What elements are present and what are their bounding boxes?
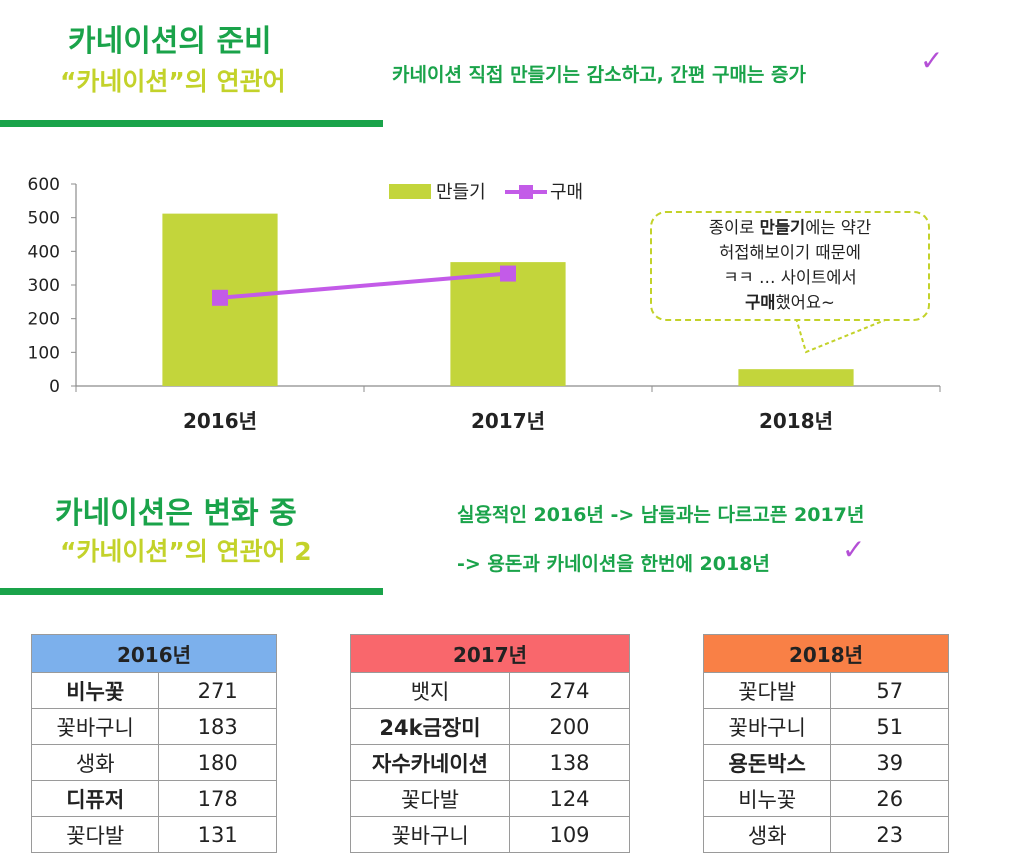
table-row: 꽃바구니 109	[349, 816, 630, 853]
legend-swatch-bar	[389, 184, 431, 199]
word-cell: 생화	[702, 816, 832, 853]
word-cell: 용돈박스	[702, 744, 832, 781]
table-header: 2016년	[31, 634, 277, 673]
count-cell: 131	[158, 816, 277, 853]
table-2017: 2017년 뱃지 274 24k금장미 200 자수카네이션 138 꽃다발 124 꽃…	[349, 634, 630, 853]
table-2016: 2016년 비누꽃 271 꽃바구니 183 생화 180 디퓨저 178 꽃다발 131	[30, 634, 277, 853]
table-row: 꽃다발 57	[702, 672, 949, 709]
word-cell: 24k금장미	[349, 708, 511, 745]
y-tick-label: 500	[28, 209, 60, 229]
word-cell: 꽃다발	[30, 816, 160, 853]
y-tick-label: 0	[49, 377, 60, 397]
section2-subtitle: “카네이션”의 연관어 2	[60, 537, 312, 566]
section2-headline-line2: -> 용돈과 카네이션을 한번에 2018년	[457, 553, 770, 575]
table-row: 꽃바구니 51	[702, 708, 949, 745]
table-row: 용돈박스 39	[702, 744, 949, 781]
y-tick-label: 100	[28, 343, 60, 363]
count-cell: 138	[509, 744, 630, 781]
check-icon: ✓	[842, 533, 866, 566]
table-row: 꽃다발 131	[30, 816, 277, 853]
table-row: 24k금장미 200	[349, 708, 630, 745]
legend-label: 만들기	[436, 182, 486, 203]
table-row: 생화 180	[30, 744, 277, 781]
section2-divider	[0, 588, 383, 595]
word-cell: 비누꽃	[30, 672, 160, 709]
word-cell: 꽃다발	[349, 780, 511, 817]
bar	[450, 262, 566, 386]
line-point	[212, 289, 228, 306]
word-cell: 비누꽃	[702, 780, 832, 817]
table-2018: 2018년 꽃다발 57 꽃바구니 51 용돈박스 39 비누꽃 26 생화 23	[702, 634, 949, 853]
x-axis: 2016년 2017년 2018년	[75, 385, 941, 433]
word-cell: 꽃바구니	[349, 816, 511, 853]
legend-label: 구매	[550, 182, 583, 203]
table-row: 뱃지 274	[349, 672, 630, 709]
count-cell: 178	[158, 780, 277, 817]
legend: 만들기 구매	[389, 182, 583, 203]
table-header: 2017년	[350, 634, 630, 673]
word-cell: 디퓨저	[30, 780, 160, 817]
bar	[738, 369, 854, 386]
count-cell: 23	[830, 816, 949, 853]
legend-swatch-marker	[519, 185, 533, 199]
count-cell: 57	[830, 672, 949, 709]
y-tick-label: 200	[28, 310, 60, 330]
table-header: 2018년	[703, 634, 949, 673]
count-cell: 26	[830, 780, 949, 817]
bubble-tail	[795, 317, 891, 354]
word-cell: 꽃바구니	[702, 708, 832, 745]
word-cell: 꽃바구니	[30, 708, 160, 745]
count-cell: 180	[158, 744, 277, 781]
word-cell: 꽃다발	[702, 672, 832, 709]
x-tick-label: 2016년	[183, 409, 257, 433]
section2-headline-line1: 실용적인 2016년 -> 남들과는 다르고픈 2017년	[457, 504, 865, 526]
count-cell: 39	[830, 744, 949, 781]
section1-headline: 카네이션 직접 만들기는 감소하고, 간편 구매는 증가	[392, 64, 806, 86]
count-cell: 271	[158, 672, 277, 709]
word-cell: 생화	[30, 744, 160, 781]
series-line	[219, 271, 509, 300]
count-cell: 109	[509, 816, 630, 853]
chart: 0 100 200 300 400 500 600 2016년 2017년 2018년 만들기 구…	[28, 175, 941, 433]
table-row: 비누꽃 26	[702, 780, 949, 817]
bar-series	[162, 213, 854, 386]
count-cell: 200	[509, 708, 630, 745]
section1-subtitle: “카네이션”의 연관어	[60, 67, 286, 96]
y-axis: 0 100 200 300 400 500 600	[28, 175, 77, 397]
table-row: 생화 23	[702, 816, 949, 853]
table-row: 비누꽃 271	[30, 672, 277, 709]
table-row: 꽃바구니 183	[30, 708, 277, 745]
count-cell: 51	[830, 708, 949, 745]
section1-title: 카네이션의 준비	[68, 24, 272, 59]
line-point	[500, 265, 516, 282]
line-series	[212, 265, 516, 306]
count-cell: 183	[158, 708, 277, 745]
section1-divider	[0, 120, 383, 127]
count-cell: 274	[509, 672, 630, 709]
y-tick-label: 300	[28, 276, 60, 296]
check-icon: ✓	[920, 44, 944, 77]
section2-title: 카네이션은 변화 중	[55, 496, 297, 531]
table-row: 자수카네이션 138	[349, 744, 630, 781]
word-cell: 뱃지	[349, 672, 511, 709]
table-row: 디퓨저 178	[30, 780, 277, 817]
count-cell: 124	[509, 780, 630, 817]
x-tick-label: 2018년	[759, 409, 833, 433]
table-row: 꽃다발 124	[349, 780, 630, 817]
y-tick-label: 600	[28, 175, 60, 195]
y-tick-label: 400	[28, 242, 60, 262]
x-tick-label: 2017년	[471, 409, 545, 433]
word-cell: 자수카네이션	[349, 744, 511, 781]
annotation-bubble: 종이로 만들기에는 약간 허접해보이기 때문에 ㅋㅋ … 사이트에서 구매했어요…	[650, 211, 930, 321]
